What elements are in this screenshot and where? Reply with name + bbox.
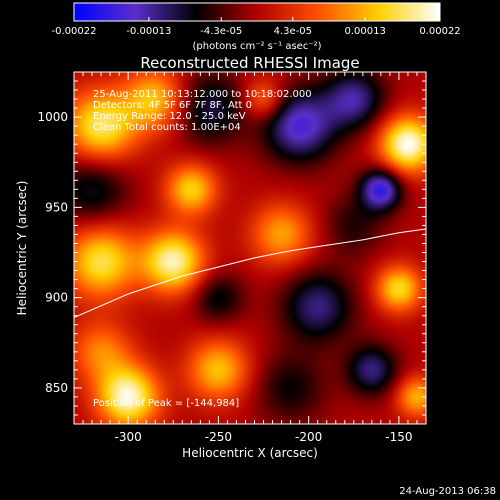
y-axis-label: Heliocentric Y (arcsec) — [15, 181, 29, 316]
y-tick-label: 850 — [45, 381, 68, 395]
x-tick-label: -200 — [295, 430, 322, 444]
annotation-peak: Position of Peak = [-144,984] — [93, 398, 239, 409]
colorbar-tick-label: -0.00022 — [52, 26, 97, 37]
plot-frame — [73, 71, 427, 425]
annotations: 25-Aug-2011 10:13:12.000 to 10:18:02.000… — [93, 89, 312, 409]
x-axis-label: Heliocentric X (arcsec) — [182, 446, 318, 460]
footer-date: 24-Aug-2013 06:38 — [399, 486, 496, 497]
colorbar-tick-label: -4.3e-05 — [200, 26, 242, 37]
y-tick-label: 900 — [45, 291, 68, 305]
colorbar-unit-label: (photons cm⁻² s⁻¹ asec⁻²) — [192, 41, 321, 52]
y-tick-label: 950 — [45, 200, 68, 214]
x-tick-label: -150 — [385, 430, 412, 444]
annotation-energy: Energy Range: 12.0 - 25.0 keV — [93, 111, 246, 122]
annotation-clean: Clean Total counts: 1.00E+04 — [93, 122, 241, 133]
colorbar-tick-label: 0.00022 — [419, 26, 460, 37]
x-axis: -300 -250 -200 -150 — [82, 72, 427, 444]
colorbar-tick-label: 0.00013 — [344, 26, 385, 37]
heatmap-raster — [74, 72, 426, 424]
colorbar-tick-label: 4.3e-05 — [274, 26, 312, 37]
x-tick-label: -300 — [115, 430, 142, 444]
x-tick-label: -250 — [205, 430, 232, 444]
y-axis: 850 900 950 1000 — [37, 71, 426, 416]
annotation-time: 25-Aug-2011 10:13:12.000 to 10:18:02.000 — [93, 89, 312, 100]
colorbar: -0.00022 -0.00013 -4.3e-05 4.3e-05 0.00013 0.… — [52, 2, 461, 52]
chart-title: Reconstructed RHESSI Image — [140, 54, 359, 72]
y-tick-label: 1000 — [37, 110, 68, 124]
colorbar-gradient — [73, 2, 441, 22]
colorbar-tick-label: -0.00013 — [126, 26, 171, 37]
heatmap-image — [74, 72, 426, 424]
solar-limb-curve — [74, 228, 426, 318]
annotation-detectors: Detectors: 4F 5F 6F 7F 8F, Att 0 — [93, 100, 252, 111]
colorbar-ticks: -0.00022 -0.00013 -4.3e-05 4.3e-05 0.00013 0.… — [52, 17, 461, 37]
